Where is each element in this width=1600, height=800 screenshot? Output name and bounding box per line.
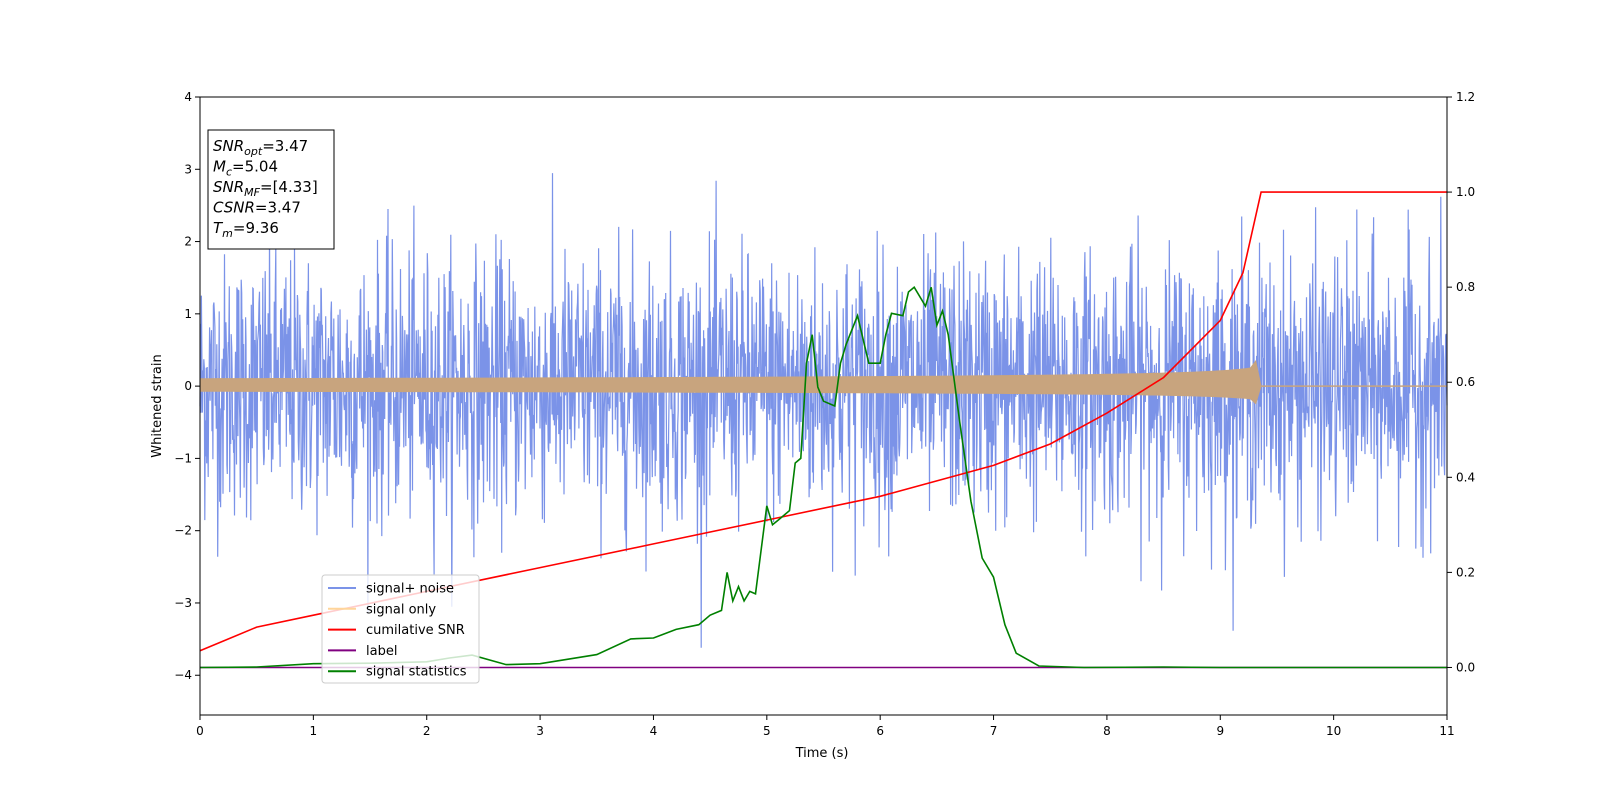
x-axis: 0 1 2 3 4 5 6 7 8 9 10 11 — [196, 715, 1455, 738]
x-tick-label: 2 — [423, 724, 431, 738]
legend-label: label — [366, 644, 397, 659]
y-axis-label: Whitened strain — [150, 354, 165, 457]
annotation-line: Tm=9.36 — [213, 219, 279, 240]
y-left-tick-label: −1 — [174, 451, 192, 465]
y-left-tick-label: 1 — [184, 307, 192, 321]
annotation-line: SNRopt=3.47 — [213, 137, 308, 158]
y-right-tick-label: 0.4 — [1456, 470, 1475, 484]
y-right-tick-label: 0.6 — [1456, 375, 1475, 389]
y-left-tick-label: −2 — [174, 524, 192, 538]
y-left-tick-label: 4 — [184, 90, 192, 104]
annotation-line: CSNR=3.47 — [213, 199, 301, 217]
x-tick-label: 10 — [1326, 724, 1341, 738]
y-left-tick-label: −3 — [174, 596, 192, 610]
legend: signal+ noise signal only cumilative SNR la… — [321, 574, 480, 684]
y-right-tick-label: 0.0 — [1456, 660, 1475, 674]
series-signal-statistics — [199, 285, 1447, 669]
x-tick-label: 11 — [1439, 724, 1454, 738]
y-right-tick-label: 0.2 — [1456, 565, 1475, 579]
series-signal-only — [199, 359, 1447, 405]
y-axis-left: −4 −3 −2 −1 0 1 2 3 4 — [174, 90, 200, 682]
legend-label: signal only — [366, 602, 436, 617]
legend-label: signal statistics — [366, 665, 467, 680]
y-left-tick-label: 3 — [184, 162, 192, 176]
x-axis-label: Time (s) — [795, 746, 849, 761]
annotation-line: SNRMF=[4.33] — [213, 178, 318, 199]
x-tick-label: 8 — [1103, 724, 1111, 738]
signal-noise-line — [199, 173, 1448, 648]
x-tick-label: 9 — [1216, 724, 1224, 738]
plot-area-frame — [199, 96, 1448, 716]
x-tick-label: 3 — [536, 724, 544, 738]
y-right-tick-label: 0.8 — [1456, 280, 1475, 294]
x-tick-label: 0 — [196, 724, 204, 738]
legend-label: signal+ noise — [366, 582, 454, 597]
y-left-tick-label: 2 — [184, 235, 192, 249]
x-tick-label: 4 — [650, 724, 658, 738]
signal-only-chirp — [199, 359, 1262, 405]
y-left-tick-label: −4 — [174, 668, 192, 682]
x-tick-label: 1 — [310, 724, 318, 738]
series-signal-noise — [199, 173, 1448, 648]
x-tick-label: 5 — [763, 724, 771, 738]
legend-label: cumilative SNR — [366, 623, 465, 638]
x-tick-label: 7 — [990, 724, 998, 738]
y-left-tick-label: 0 — [184, 379, 192, 393]
y-axis-right: 0.0 0.2 0.4 0.6 0.8 1.0 1.2 — [1447, 90, 1475, 674]
annotation-line: Mc=5.04 — [213, 158, 278, 179]
y-right-tick-label: 1.2 — [1456, 90, 1475, 104]
y-right-tick-label: 1.0 — [1456, 185, 1475, 199]
x-tick-label: 6 — [876, 724, 884, 738]
